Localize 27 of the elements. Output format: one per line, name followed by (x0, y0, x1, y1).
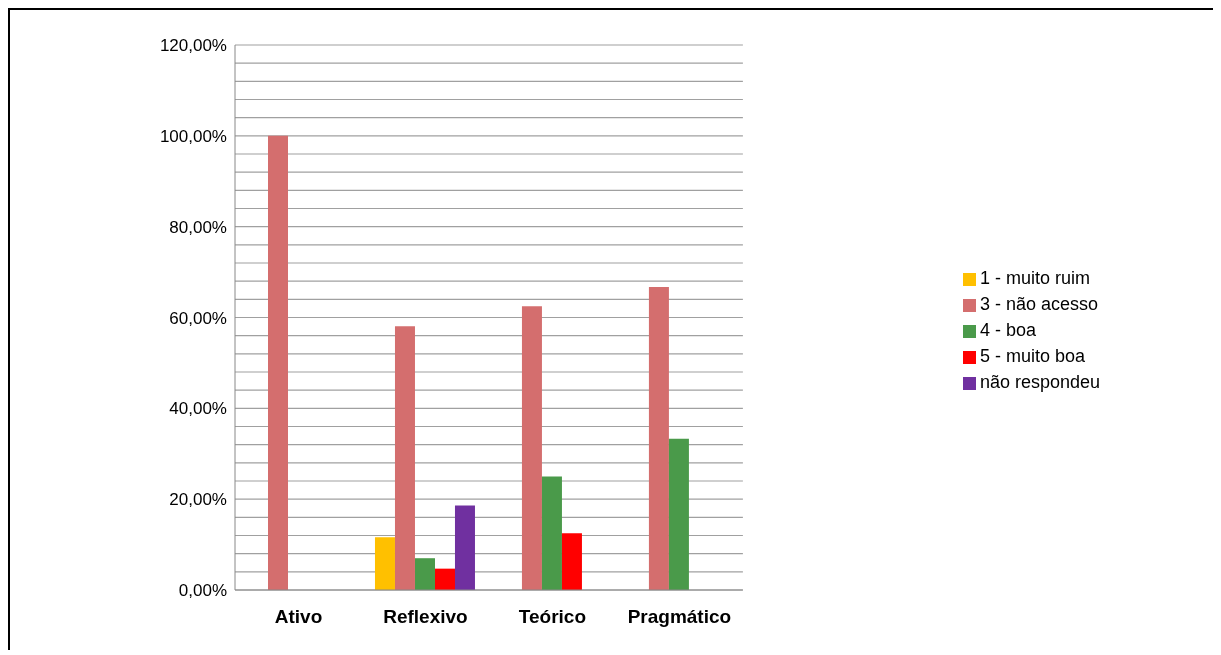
bar (414, 558, 435, 590)
bar (521, 306, 542, 590)
bar (454, 505, 475, 590)
bar (668, 438, 689, 590)
bar (374, 537, 395, 590)
y-tick-label: 0,00% (178, 581, 227, 601)
legend-label: 4 - boa (979, 320, 1036, 340)
bar (648, 287, 669, 590)
legend-label: 5 - muito boa (979, 346, 1085, 366)
x-tick-label: Teórico (518, 606, 587, 628)
x-tick-label: Pragmático (627, 606, 732, 628)
bar (541, 476, 562, 590)
y-tick-label: 100,00% (159, 126, 227, 146)
y-tick-label: 40,00% (169, 399, 227, 419)
bar (434, 568, 455, 590)
x-tick-label: Ativo (274, 606, 323, 628)
y-tick-label: 120,00% (159, 36, 227, 56)
legend-label: 1 - muito ruim (979, 268, 1090, 288)
bar (394, 326, 415, 590)
y-tick-label: 80,00% (169, 217, 227, 237)
bar (268, 135, 288, 590)
legend-label: 3 - não acesso (979, 294, 1098, 314)
y-tick-label: 60,00% (169, 308, 227, 328)
legend-label: não respondeu (979, 372, 1100, 392)
x-tick-label: Reflexivo (383, 606, 468, 628)
bar (561, 533, 582, 590)
y-tick-label: 20,00% (169, 490, 227, 510)
